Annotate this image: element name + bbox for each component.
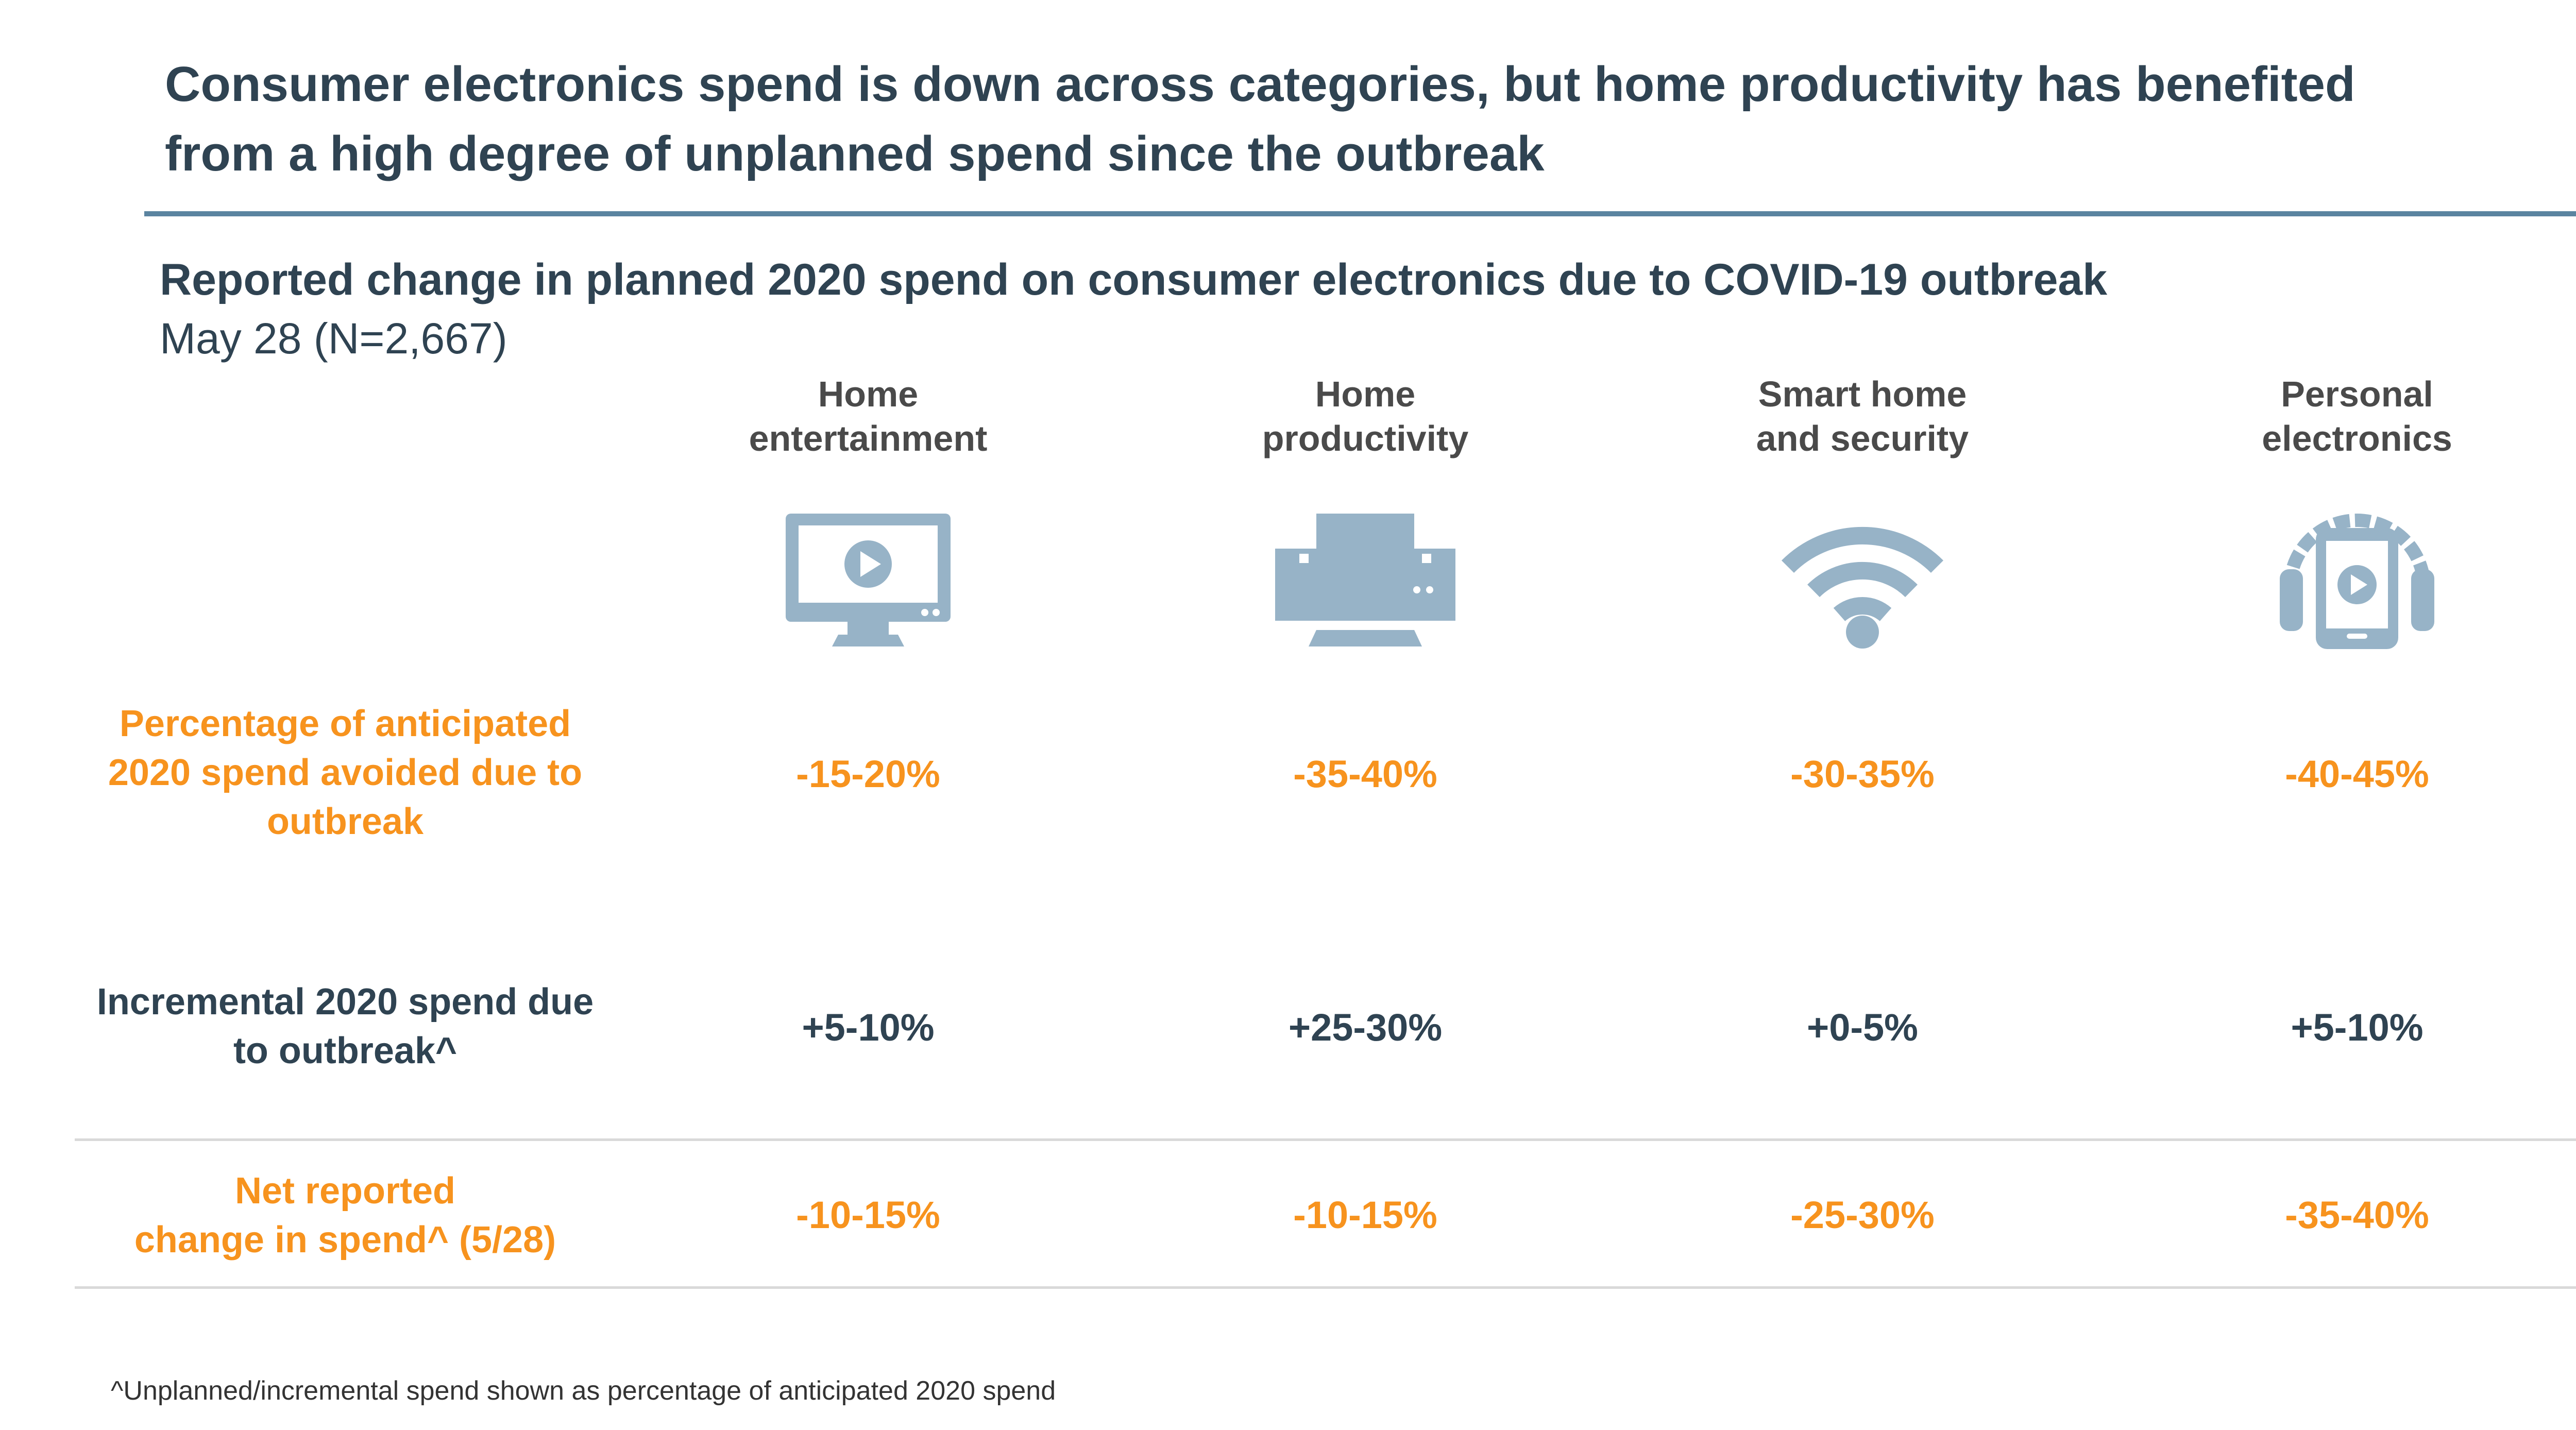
printer-icon xyxy=(1275,514,1455,646)
net-home-productivity: -10-15% xyxy=(1293,1194,1437,1236)
net-smart-home: -25-30% xyxy=(1790,1194,1935,1236)
column-header-smart-home: Smart home and security xyxy=(1756,374,1969,458)
incremental-smart-home: +0-5% xyxy=(1807,1006,1918,1049)
headline: Consumer electronics spend is down acros… xyxy=(165,49,2576,189)
row-divider-top xyxy=(75,1138,2576,1141)
chart-subtitle: Reported change in planned 2020 spend on… xyxy=(160,255,2108,304)
tv-play-icon xyxy=(786,514,951,646)
avoided-personal-electronics: -40-45% xyxy=(2285,753,2429,795)
incremental-personal-electronics: +5-10% xyxy=(2291,1006,2424,1049)
column-header-home-entertainment: Home entertainment xyxy=(749,374,988,458)
headline-line-1: Consumer electronics spend is down acros… xyxy=(165,57,2355,112)
wifi-icon xyxy=(1781,527,1944,649)
footnote: ^Unplanned/incremental spend shown as pe… xyxy=(111,1376,1056,1406)
avoided-home-productivity: -35-40% xyxy=(1293,753,1437,795)
row-label-incremental: Incremental 2020 spend due to outbreak^ xyxy=(96,981,594,1071)
row-divider-bottom xyxy=(75,1286,2576,1289)
column-header-personal-electronics: Personal electronics xyxy=(2262,374,2452,458)
avoided-smart-home: -30-35% xyxy=(1790,753,1935,795)
incremental-home-entertainment: +5-10% xyxy=(802,1006,935,1049)
column-header-home-productivity: Home productivity xyxy=(1262,374,1469,458)
avoided-home-entertainment: -15-20% xyxy=(796,753,940,795)
header-divider xyxy=(144,211,2576,216)
row-label-avoided: Percentage of anticipated 2020 spend avo… xyxy=(108,703,583,842)
net-personal-electronics: -35-40% xyxy=(2285,1194,2429,1236)
survey-note: May 28 (N=2,667) xyxy=(160,314,507,363)
incremental-home-productivity: +25-30% xyxy=(1288,1006,1443,1049)
headline-line-2: from a high degree of unplanned spend si… xyxy=(165,126,1545,181)
row-label-net: Net reported change in spend^ (5/28) xyxy=(134,1170,556,1261)
net-home-entertainment: -10-15% xyxy=(796,1194,940,1236)
headphones-phone-icon xyxy=(2280,514,2434,649)
